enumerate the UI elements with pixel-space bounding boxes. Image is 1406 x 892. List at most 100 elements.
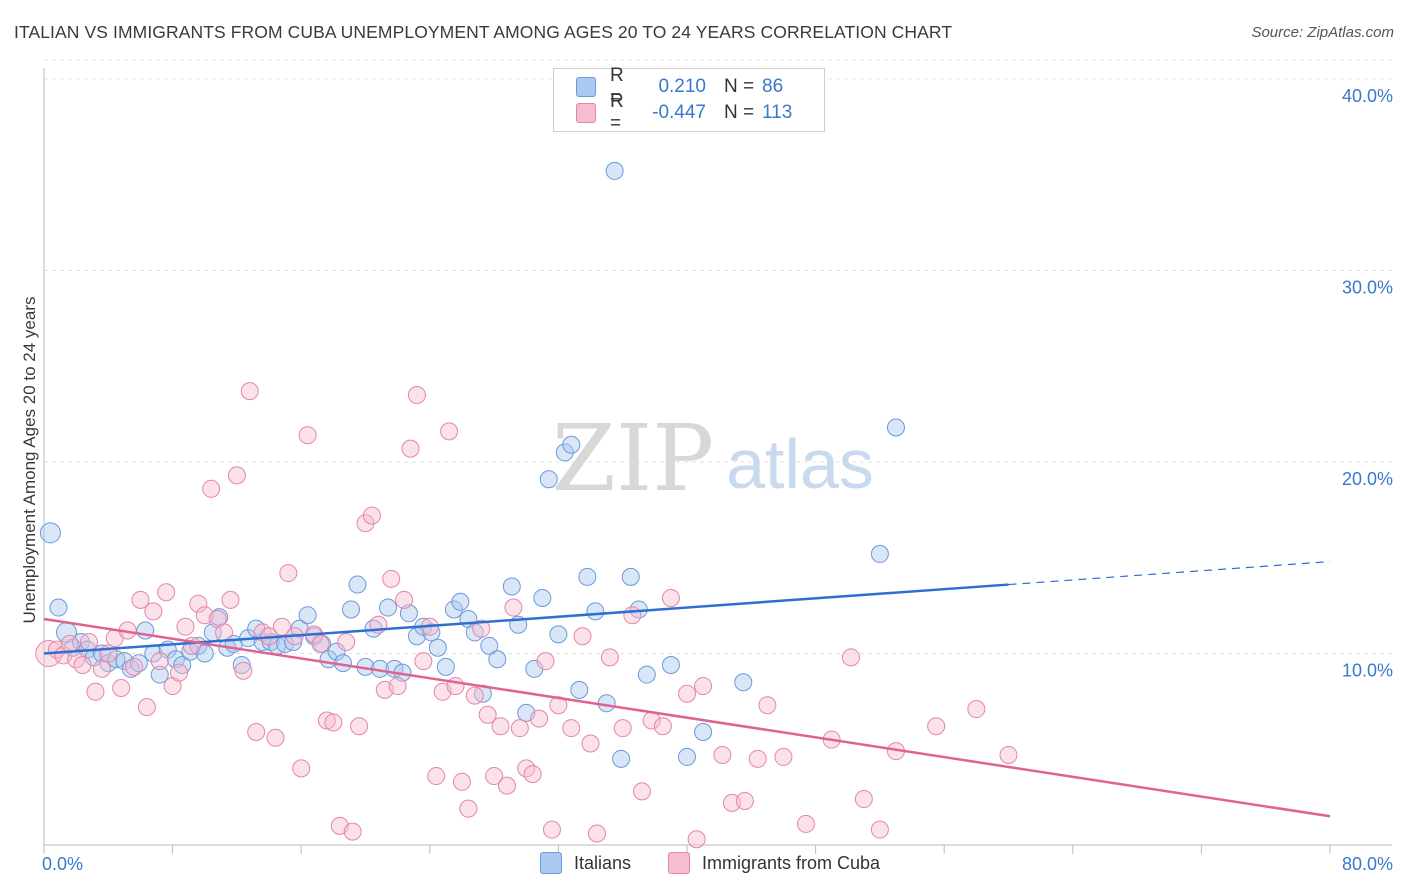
watermark-zip: ZIP: [552, 405, 714, 512]
n-value: 113: [762, 102, 793, 123]
trend-lines: [43, 560, 1331, 818]
point-italians: [533, 588, 552, 607]
point-italians: [562, 435, 581, 454]
point-cuba: [337, 633, 356, 652]
point-cuba: [459, 799, 478, 818]
point-cuba: [504, 598, 523, 617]
point-italians: [549, 625, 568, 644]
point-cuba: [523, 765, 542, 784]
point-italians: [678, 747, 696, 766]
point-cuba: [661, 588, 680, 607]
point-italians: [399, 604, 418, 623]
point-cuba: [427, 767, 446, 786]
legend-item-italians[interactable]: Italians: [540, 852, 631, 874]
point-italians: [612, 749, 631, 768]
point-cuba: [632, 782, 651, 801]
point-cuba: [678, 684, 696, 703]
point-cuba: [234, 661, 253, 680]
point-italians: [480, 636, 499, 655]
point-cuba: [414, 652, 433, 671]
point-cuba: [292, 759, 311, 778]
point-cuba: [247, 723, 266, 742]
point-cuba: [613, 719, 632, 738]
series-cuba: [35, 382, 1018, 849]
point-cuba: [774, 747, 793, 766]
point-italians: [428, 638, 447, 657]
point-italians: [348, 575, 367, 594]
point-cuba: [137, 698, 156, 717]
point-cuba: [240, 382, 259, 401]
y-tick-label: 40.0%: [1342, 86, 1393, 106]
r-label: R =: [610, 65, 624, 108]
point-cuba: [395, 590, 414, 609]
x-tick-label: 80.0%: [1342, 854, 1393, 874]
point-cuba: [536, 652, 555, 671]
point-cuba: [841, 648, 860, 667]
point-cuba: [202, 479, 221, 498]
point-cuba: [542, 820, 561, 839]
point-cuba: [388, 677, 407, 696]
y-tick-label: 10.0%: [1342, 661, 1393, 681]
point-cuba: [581, 734, 600, 753]
point-cuba: [157, 583, 176, 602]
point-italians: [586, 602, 605, 621]
point-cuba: [600, 648, 619, 667]
point-cuba: [927, 717, 946, 736]
point-cuba: [623, 606, 642, 625]
point-cuba: [497, 776, 516, 795]
point-cuba: [407, 385, 426, 404]
point-cuba: [112, 678, 131, 697]
trend-line-italians-extension: [1008, 560, 1331, 586]
point-cuba: [452, 772, 471, 791]
n-value: 86: [762, 76, 784, 97]
legend-label-italians: Italians: [574, 852, 632, 873]
point-italians: [451, 592, 470, 611]
point-cuba: [350, 717, 369, 736]
trend-line-italians: [43, 583, 1009, 655]
y-axis-label: Unemployment Among Ages 20 to 24 years: [20, 296, 39, 624]
point-cuba: [92, 659, 111, 678]
source-label: Source: ZipAtlas.com: [1251, 24, 1394, 41]
point-cuba: [653, 717, 672, 736]
point-italians: [539, 470, 558, 489]
point-cuba: [356, 514, 375, 533]
point-cuba: [491, 717, 510, 736]
legend-swatch-italians: [540, 852, 562, 874]
point-cuba: [150, 652, 169, 671]
point-cuba: [687, 830, 706, 849]
point-cuba: [60, 634, 79, 653]
swatch-cuba: [576, 103, 596, 123]
y-tick-label: 30.0%: [1342, 278, 1393, 298]
point-cuba: [279, 564, 298, 583]
point-cuba: [465, 686, 484, 705]
stats-row-cuba: R = -0.447 N = 113: [576, 91, 793, 134]
point-cuba: [485, 767, 504, 786]
point-cuba: [478, 705, 497, 724]
point-cuba: [215, 623, 234, 642]
point-cuba: [170, 663, 189, 682]
legend-label-cuba: Immigrants from Cuba: [702, 852, 881, 873]
point-italians: [621, 567, 640, 586]
point-cuba: [86, 682, 105, 701]
point-cuba: [324, 713, 343, 732]
point-cuba: [999, 745, 1018, 764]
point-cuba: [298, 426, 317, 445]
point-cuba: [382, 569, 401, 588]
point-cuba: [401, 439, 420, 458]
point-cuba: [472, 619, 491, 638]
point-cuba: [440, 422, 459, 441]
point-cuba: [530, 709, 549, 728]
stats-row-italians: R = 0.210 N = 86: [576, 65, 784, 108]
point-cuba: [562, 719, 581, 738]
point-cuba: [266, 728, 285, 747]
point-cuba: [573, 627, 592, 646]
x-tick-label: 0.0%: [42, 854, 83, 874]
point-cuba: [362, 506, 381, 525]
point-italians: [488, 650, 507, 669]
r-value: 0.210: [658, 76, 706, 97]
tick-labels: 10.0% 20.0% 30.0% 40.0% 0.0% 80.0%: [42, 86, 1393, 874]
legend-item-cuba[interactable]: Immigrants from Cuba: [668, 852, 880, 874]
point-cuba: [587, 824, 606, 843]
point-italians: [150, 665, 169, 684]
